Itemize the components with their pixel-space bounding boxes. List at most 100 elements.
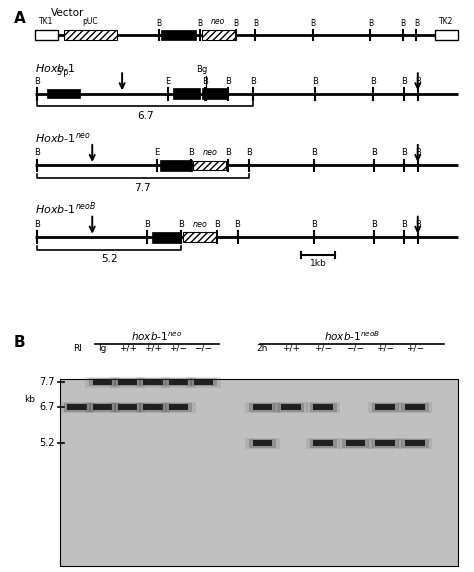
Bar bbox=[118, 379, 137, 385]
Bar bbox=[67, 404, 87, 411]
Bar bbox=[253, 440, 272, 447]
Bar bbox=[346, 440, 365, 447]
Text: pUC: pUC bbox=[82, 17, 98, 26]
Bar bbox=[190, 378, 217, 387]
Text: E: E bbox=[165, 77, 171, 86]
Text: B: B bbox=[400, 19, 405, 28]
Text: TK1: TK1 bbox=[39, 17, 54, 26]
Bar bbox=[313, 404, 333, 411]
Text: TK2: TK2 bbox=[439, 17, 454, 26]
Text: −/−: −/− bbox=[346, 344, 364, 353]
Text: Vector: Vector bbox=[51, 8, 84, 18]
Text: B: B bbox=[415, 220, 421, 229]
Text: Ig: Ig bbox=[98, 344, 107, 353]
Bar bbox=[193, 161, 227, 170]
Text: $\mathit{hoxb}$-$1^{\mathit{neoB}}$: $\mathit{hoxb}$-$1^{\mathit{neoB}}$ bbox=[324, 329, 380, 343]
Bar bbox=[281, 404, 301, 411]
Bar bbox=[152, 232, 181, 243]
Text: B: B bbox=[156, 19, 162, 28]
Text: +/+: +/+ bbox=[144, 344, 162, 353]
Text: 2h: 2h bbox=[257, 344, 268, 353]
Bar bbox=[306, 438, 340, 449]
Bar bbox=[160, 160, 191, 171]
Text: B: B bbox=[214, 220, 220, 229]
Text: neo: neo bbox=[211, 17, 225, 26]
Text: B: B bbox=[415, 77, 421, 86]
Bar bbox=[194, 379, 213, 385]
Text: −/−: −/− bbox=[194, 344, 212, 353]
Bar bbox=[110, 402, 145, 413]
Bar bbox=[118, 404, 137, 411]
Text: A: A bbox=[14, 11, 26, 26]
Bar bbox=[139, 403, 166, 412]
Bar bbox=[143, 404, 163, 411]
Text: 6.7: 6.7 bbox=[39, 403, 55, 412]
Text: +/+: +/+ bbox=[118, 344, 137, 353]
Bar bbox=[277, 403, 304, 412]
Text: 7.7: 7.7 bbox=[39, 377, 55, 387]
Bar bbox=[136, 402, 170, 413]
Text: +/+: +/+ bbox=[282, 344, 300, 353]
Text: 7.7: 7.7 bbox=[135, 183, 151, 193]
Text: B: B bbox=[371, 148, 376, 157]
Text: E: E bbox=[154, 148, 159, 157]
Text: B: B bbox=[246, 148, 252, 157]
Text: B: B bbox=[368, 19, 373, 28]
Bar bbox=[435, 30, 458, 40]
Bar bbox=[161, 377, 196, 388]
Text: B: B bbox=[401, 77, 407, 86]
Text: B: B bbox=[14, 335, 26, 351]
Bar bbox=[47, 89, 80, 98]
Bar bbox=[143, 379, 163, 385]
Text: B: B bbox=[179, 220, 184, 229]
Bar bbox=[93, 379, 112, 385]
Bar bbox=[401, 403, 428, 412]
Text: B: B bbox=[311, 220, 317, 229]
Text: B: B bbox=[401, 220, 407, 229]
Text: 5'p.: 5'p. bbox=[56, 68, 71, 77]
Text: B: B bbox=[198, 19, 203, 28]
Bar bbox=[368, 438, 402, 449]
Bar bbox=[114, 378, 141, 387]
Text: B: B bbox=[370, 77, 375, 86]
Text: $\mathit{Hoxb}$-$\mathit{1}$: $\mathit{Hoxb}$-$\mathit{1}$ bbox=[35, 62, 75, 74]
Text: B: B bbox=[311, 148, 317, 157]
Bar bbox=[368, 402, 402, 413]
Text: 5.2: 5.2 bbox=[101, 255, 118, 264]
Text: Bg: Bg bbox=[196, 65, 207, 74]
Bar bbox=[136, 377, 170, 388]
Text: $\mathit{Hoxb}$-$\mathit{1}$$^{\mathit{neo}}$: $\mathit{Hoxb}$-$\mathit{1}$$^{\mathit{n… bbox=[35, 131, 91, 145]
Bar bbox=[169, 404, 188, 411]
Text: 1kb: 1kb bbox=[310, 259, 327, 268]
Bar bbox=[245, 402, 280, 413]
Bar bbox=[114, 403, 141, 412]
Bar bbox=[60, 379, 458, 566]
Bar bbox=[164, 378, 192, 387]
Text: B: B bbox=[415, 148, 421, 157]
Bar bbox=[249, 439, 276, 448]
Bar bbox=[313, 440, 333, 447]
Bar bbox=[169, 379, 188, 385]
Text: +/−: +/− bbox=[314, 344, 332, 353]
Bar bbox=[245, 438, 280, 449]
Text: $\mathit{hoxb}$-$1^{\mathit{neo}}$: $\mathit{hoxb}$-$1^{\mathit{neo}}$ bbox=[131, 330, 182, 343]
Bar bbox=[405, 440, 425, 447]
Bar bbox=[401, 439, 428, 448]
Text: B: B bbox=[312, 77, 318, 86]
Text: B: B bbox=[310, 19, 316, 28]
Bar bbox=[35, 30, 58, 40]
Text: B: B bbox=[145, 220, 150, 229]
Text: B: B bbox=[225, 148, 231, 157]
Bar bbox=[405, 404, 425, 411]
Bar bbox=[85, 377, 120, 388]
Bar bbox=[164, 403, 192, 412]
Text: B: B bbox=[414, 19, 419, 28]
Bar bbox=[338, 438, 373, 449]
Bar bbox=[398, 438, 432, 449]
Bar bbox=[201, 88, 227, 99]
Text: B: B bbox=[250, 77, 256, 86]
Bar bbox=[85, 402, 120, 413]
Bar bbox=[306, 402, 340, 413]
Bar bbox=[398, 402, 432, 413]
Bar bbox=[183, 232, 216, 242]
